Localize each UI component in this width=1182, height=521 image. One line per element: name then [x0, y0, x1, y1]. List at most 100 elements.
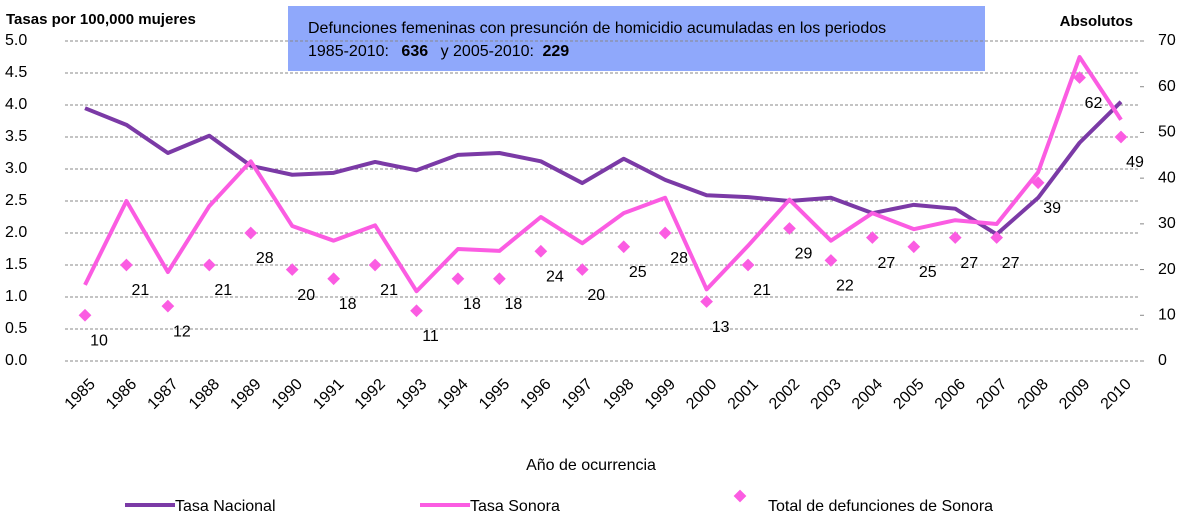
x-tick-label: 1992	[352, 376, 389, 413]
y2-tick-label: 20	[1158, 261, 1176, 278]
x-tick-label: 2000	[683, 376, 720, 413]
data-marker	[120, 258, 133, 272]
y2-tick-label: 40	[1158, 169, 1176, 186]
x-tick-label: 2008	[1015, 376, 1052, 413]
y2-tick-label: 70	[1158, 32, 1176, 49]
y-tick-label: 3.0	[5, 160, 27, 177]
y-tick-label: 3.5	[5, 128, 27, 145]
data-label: 29	[795, 246, 813, 263]
y2-tick-label: 10	[1158, 307, 1176, 324]
data-marker	[617, 240, 631, 254]
x-tick-label: 2007	[973, 376, 1010, 413]
data-marker	[741, 258, 755, 272]
x-tick-label: 1994	[435, 376, 472, 413]
data-label: 13	[712, 319, 730, 336]
x-tick-label: 1999	[642, 376, 679, 413]
data-label: 21	[753, 282, 771, 299]
data-marker	[78, 308, 92, 322]
data-label: 22	[836, 278, 854, 295]
x-tick-label: 2009	[1056, 376, 1093, 413]
data-label: 24	[546, 269, 564, 286]
y2-tick-label: 30	[1158, 215, 1176, 232]
y-tick-label: 4.0	[5, 96, 27, 113]
data-marker	[410, 304, 423, 318]
data-label: 18	[339, 296, 357, 313]
x-tick-label: 2004	[849, 376, 886, 413]
annotation-part: 229	[542, 43, 569, 60]
y-axis-title: Tasas por 100,000 mujeres	[6, 11, 196, 28]
x-tick-label: 2001	[725, 376, 762, 413]
annotation-part: y 2005-2010:	[441, 43, 534, 60]
data-label: 28	[256, 250, 274, 267]
data-marker	[1114, 130, 1128, 144]
y-tick-label: 5.0	[5, 32, 27, 49]
y-tick-label: 0.0	[5, 352, 27, 369]
data-marker	[285, 263, 299, 276]
data-label: 25	[629, 264, 647, 281]
x-tick-label: 1985	[62, 376, 99, 413]
x-tick-label: 2005	[890, 376, 927, 413]
data-marker	[327, 272, 341, 286]
x-tick-label: 1986	[103, 376, 140, 413]
data-marker	[534, 244, 548, 258]
data-label: 28	[670, 250, 688, 267]
y2-tick-label: 50	[1158, 124, 1176, 141]
data-marker	[907, 240, 921, 254]
annotation-box	[288, 6, 985, 71]
data-label: 27	[877, 255, 895, 272]
line-series	[84, 100, 1123, 237]
data-label: 21	[214, 282, 232, 299]
x-axis-title: Año de ocurrencia	[526, 457, 656, 474]
data-marker	[244, 226, 258, 240]
y2-tick-label: 60	[1158, 78, 1176, 95]
legend-label: Total de defunciones de Sonora	[768, 498, 993, 515]
y2-tick-label: 0	[1158, 352, 1167, 369]
x-tick-label: 1995	[476, 376, 513, 413]
x-tick-label: 1988	[186, 376, 223, 413]
data-marker	[161, 299, 175, 313]
data-label: 49	[1126, 154, 1144, 171]
data-label: 25	[919, 264, 937, 281]
y-tick-label: 4.5	[5, 64, 27, 81]
data-label: 21	[132, 282, 150, 299]
legend-label: Tasa Sonora	[470, 498, 560, 515]
data-label: 12	[173, 323, 191, 340]
data-label: 20	[587, 287, 605, 304]
x-tick-label: 1990	[269, 376, 306, 413]
annotation-line: Defunciones femeninas con presunción de …	[308, 20, 886, 37]
legend-label: Tasa Nacional	[175, 498, 276, 515]
data-label: 21	[380, 282, 398, 299]
data-label: 39	[1043, 200, 1061, 217]
x-tick-label: 1989	[227, 376, 264, 413]
legend-swatch	[733, 489, 747, 503]
data-marker	[451, 272, 465, 286]
data-label: 27	[960, 255, 978, 272]
y-tick-label: 2.5	[5, 192, 27, 209]
x-tick-label: 2006	[932, 376, 969, 413]
data-label: 27	[1002, 255, 1020, 272]
y-tick-label: 1.0	[5, 288, 27, 305]
data-marker	[824, 254, 838, 267]
data-marker	[658, 226, 672, 240]
y-tick-label: 0.5	[5, 320, 27, 337]
data-label: 10	[90, 333, 108, 350]
x-tick-label: 2010	[1098, 376, 1135, 413]
x-tick-label: 1996	[517, 376, 554, 413]
data-label: 20	[297, 287, 315, 304]
y-tick-label: 2.0	[5, 224, 27, 241]
data-label: 18	[463, 296, 481, 313]
data-marker	[202, 258, 216, 272]
line-series	[83, 55, 1123, 294]
x-tick-label: 1993	[393, 376, 430, 413]
data-marker	[493, 272, 506, 286]
x-tick-label: 1991	[310, 376, 347, 413]
x-tick-label: 1987	[145, 376, 182, 413]
data-label: 62	[1085, 95, 1103, 112]
data-label: 18	[505, 296, 523, 313]
annotation-line: 1985-2010: 636 y 2005-2010: 229	[308, 43, 569, 60]
x-tick-label: 2002	[766, 376, 803, 413]
x-tick-label: 1998	[600, 376, 637, 413]
data-marker	[368, 258, 382, 272]
annotation-part: 1985-2010:	[308, 43, 389, 60]
